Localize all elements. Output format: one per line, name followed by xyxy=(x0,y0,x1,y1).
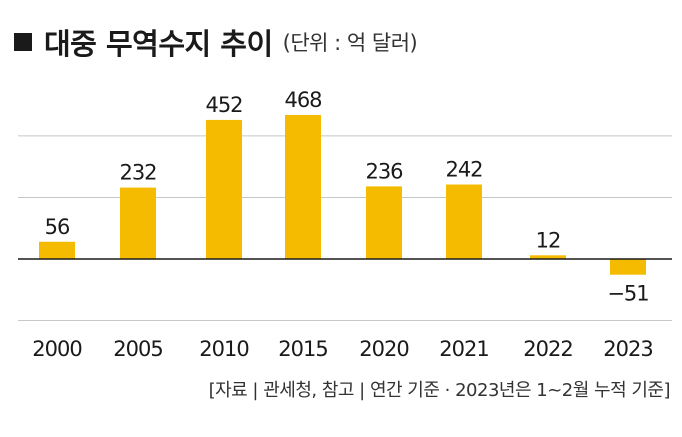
bar-2015 xyxy=(285,114,321,259)
x-tick-label: 2021 xyxy=(439,337,488,361)
data-label-2021: 242 xyxy=(445,158,482,182)
bar-2010 xyxy=(206,119,242,259)
title-square-icon xyxy=(14,33,32,51)
data-label-2010: 452 xyxy=(205,93,242,117)
source-note: [자료 | 관세청, 참고 | 연간 기준 · 2023년은 1~2월 누적 기… xyxy=(208,380,671,401)
bar-2023 xyxy=(610,259,646,275)
data-label-2020: 236 xyxy=(365,159,403,183)
x-tick-label: 2023 xyxy=(603,337,652,361)
x-tick-label: 2000 xyxy=(32,337,81,361)
bar-2022 xyxy=(530,255,566,259)
x-tick-label: 2022 xyxy=(523,337,572,361)
chart-unit: (단위 : 억 달러) xyxy=(282,31,418,55)
x-tick-label: 2020 xyxy=(359,337,408,361)
chart-header: 대중 무역수지 추이 (단위 : 억 달러) xyxy=(14,22,418,62)
bar-2005 xyxy=(120,187,156,259)
chart-title: 대중 무역수지 추이 xyxy=(44,27,273,61)
data-label-2000: 56 xyxy=(45,215,70,239)
data-label-2022: 12 xyxy=(536,228,561,252)
x-tick-label: 2010 xyxy=(199,337,248,361)
data-label-2023: −51 xyxy=(607,282,648,306)
x-tick-label: 2015 xyxy=(278,337,327,361)
data-label-2005: 232 xyxy=(119,161,156,185)
data-label-2015: 468 xyxy=(284,88,321,112)
bar-2020 xyxy=(366,186,402,259)
bar-2000 xyxy=(39,241,75,259)
x-tick-label: 2005 xyxy=(113,337,162,361)
bar-2021 xyxy=(446,184,482,259)
